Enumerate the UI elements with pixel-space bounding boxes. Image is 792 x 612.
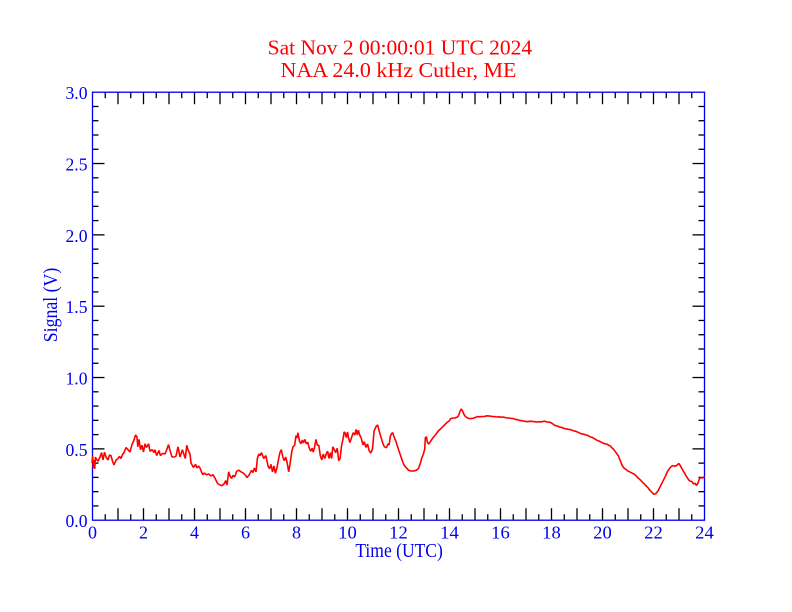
svg-text:4: 4 <box>190 523 199 543</box>
svg-text:20: 20 <box>593 523 612 543</box>
svg-text:0.5: 0.5 <box>66 440 88 460</box>
svg-text:22: 22 <box>644 523 663 543</box>
svg-text:Sat Nov 2 00:00:01 UTC 2024: Sat Nov 2 00:00:01 UTC 2024 <box>268 36 533 60</box>
svg-text:12: 12 <box>389 523 408 543</box>
svg-text:1.0: 1.0 <box>66 369 88 389</box>
svg-text:10: 10 <box>338 523 357 543</box>
svg-text:Signal (V): Signal (V) <box>40 268 62 343</box>
svg-text:Time (UTC): Time (UTC) <box>355 540 443 562</box>
svg-text:16: 16 <box>491 523 510 543</box>
svg-text:0: 0 <box>88 523 97 543</box>
svg-text:2: 2 <box>139 523 148 543</box>
svg-text:2.5: 2.5 <box>66 155 88 175</box>
svg-text:24: 24 <box>695 523 714 543</box>
svg-text:6: 6 <box>241 523 250 543</box>
svg-text:8: 8 <box>292 523 301 543</box>
svg-text:18: 18 <box>542 523 561 543</box>
svg-text:NAA 24.0 kHz Cutler, ME: NAA 24.0 kHz Cutler, ME <box>281 58 517 82</box>
svg-text:14: 14 <box>440 523 459 543</box>
svg-text:0.0: 0.0 <box>66 511 88 531</box>
svg-text:3.0: 3.0 <box>66 83 88 103</box>
svg-text:2.0: 2.0 <box>66 226 88 246</box>
svg-text:1.5: 1.5 <box>66 297 88 317</box>
